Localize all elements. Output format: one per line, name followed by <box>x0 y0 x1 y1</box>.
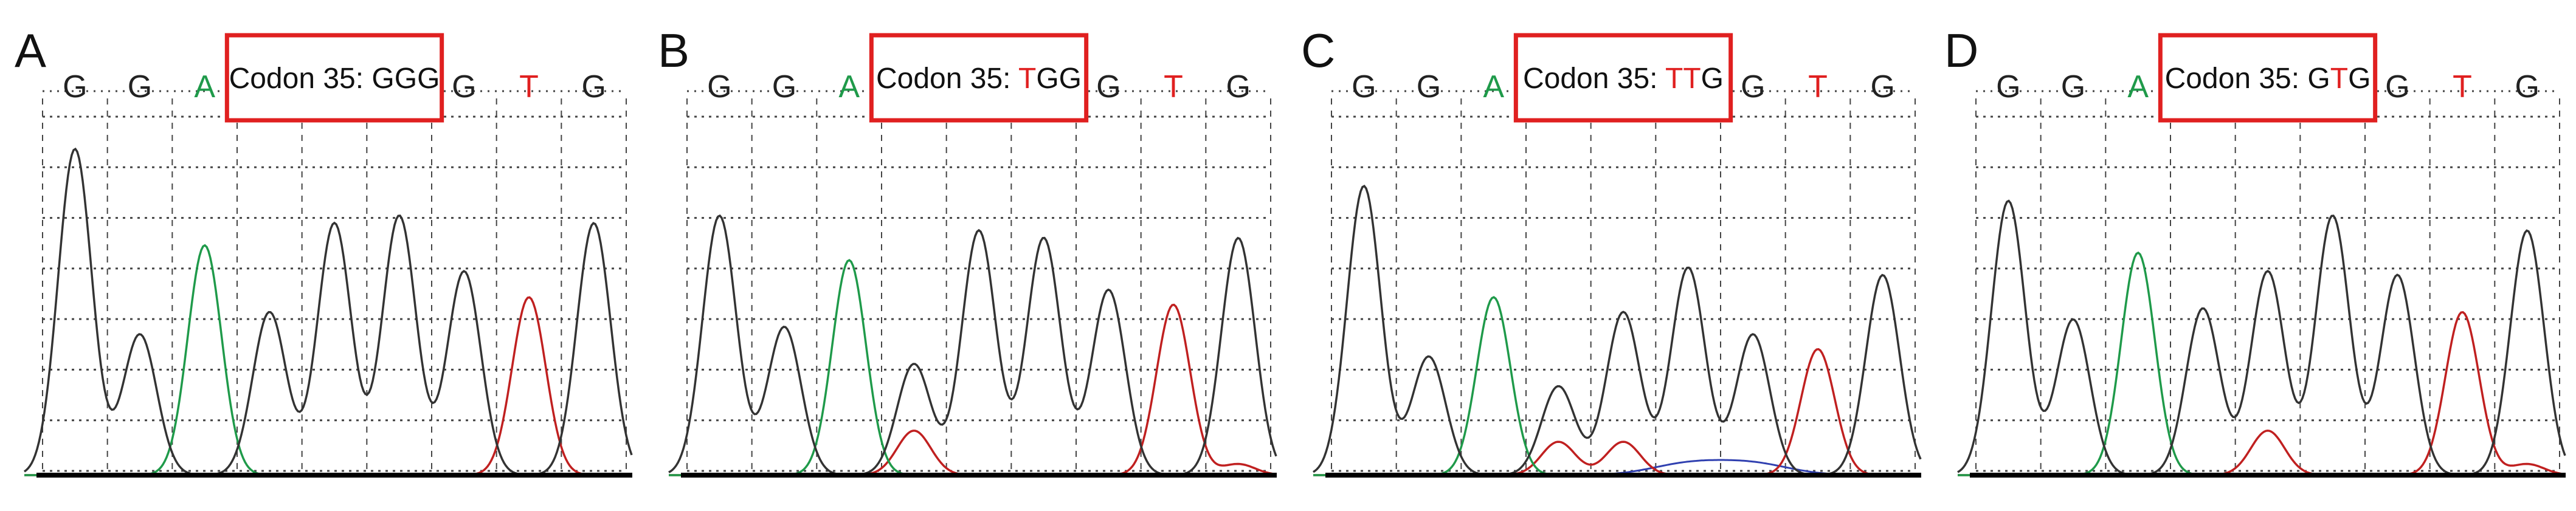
panel-a: A G G A G T G Codon 35: GGG <box>0 0 644 508</box>
panel-letter-a: A <box>15 24 47 77</box>
trace-a-green <box>669 259 1276 476</box>
base-call-6: G <box>1741 69 1765 105</box>
trace-t-red <box>669 303 1277 476</box>
codon-base-mutated: T <box>1683 63 1701 95</box>
panel-b: B G G A G T G Codon 35: TGG <box>644 0 1289 508</box>
codon-box-a <box>224 33 444 123</box>
trace-t-red <box>24 296 632 476</box>
panel-c: C G G A G T G Codon 35: TTG <box>1289 0 1933 508</box>
codon-box-b <box>869 33 1089 123</box>
base-call-0: G <box>1352 69 1376 105</box>
codon-base: G <box>2307 63 2330 95</box>
codon-base: G <box>395 63 417 95</box>
codon-base-mutated: T <box>2330 63 2348 95</box>
trace-t-red <box>1313 348 1921 476</box>
trace-t-red <box>1958 310 2566 476</box>
panel-letter-c: C <box>1301 24 1336 77</box>
codon-label-prefix: Codon 35: <box>876 63 1018 95</box>
base-call-2: A <box>838 69 860 105</box>
codon-label-c: Codon 35: TTG <box>1523 63 1724 95</box>
base-call-7: T <box>519 69 539 105</box>
base-call-0: G <box>63 69 87 105</box>
base-call-7: T <box>1164 69 1183 105</box>
codon-base: G <box>1701 63 1724 95</box>
codon-base: G <box>417 63 440 95</box>
panel-letter-b: B <box>658 24 690 77</box>
codon-label-b: Codon 35: TGG <box>876 63 1082 95</box>
base-call-1: G <box>1417 69 1441 105</box>
base-call-8: G <box>1870 69 1894 105</box>
codon-base: G <box>1059 63 1082 95</box>
base-call-1: G <box>128 69 152 105</box>
trace-g-black <box>23 147 633 476</box>
codon-label-prefix: Codon 35: <box>1523 63 1665 95</box>
codon-label-prefix: Codon 35: <box>229 63 372 95</box>
base-call-6: G <box>452 69 476 105</box>
base-call-7: T <box>1808 69 1828 105</box>
base-call-2: A <box>1483 69 1504 105</box>
base-call-0: G <box>1996 69 2020 105</box>
codon-label-a: Codon 35: GGG <box>229 63 440 95</box>
base-call-1: G <box>2061 69 2085 105</box>
codon-base-mutated: T <box>1665 63 1683 95</box>
base-call-0: G <box>707 69 731 105</box>
base-call-2: A <box>2127 69 2149 105</box>
trace-a-green <box>24 244 632 476</box>
codon-base-mutated: T <box>1018 63 1036 95</box>
trace-g-black <box>1313 184 1922 476</box>
codon-box-c <box>1513 33 1733 123</box>
base-call-6: G <box>2385 69 2409 105</box>
codon-base: G <box>371 63 394 95</box>
codon-label-d: Codon 35: GTG <box>2165 63 2371 95</box>
base-call-7: T <box>2453 69 2472 105</box>
base-call-8: G <box>581 69 606 105</box>
base-call-2: A <box>194 69 215 105</box>
base-call-8: G <box>1226 69 1250 105</box>
codon-label-prefix: Codon 35: <box>2165 63 2308 95</box>
base-call-6: G <box>1096 69 1121 105</box>
codon-base: G <box>1036 63 1058 95</box>
codon-box-d <box>2158 33 2378 123</box>
codon-base: G <box>2348 63 2371 95</box>
panel-letter-d: D <box>1944 24 1979 77</box>
base-call-8: G <box>2515 69 2539 105</box>
panel-d: D G G A G T G Codon 35: GTG <box>1933 0 2576 508</box>
base-call-1: G <box>772 69 796 105</box>
